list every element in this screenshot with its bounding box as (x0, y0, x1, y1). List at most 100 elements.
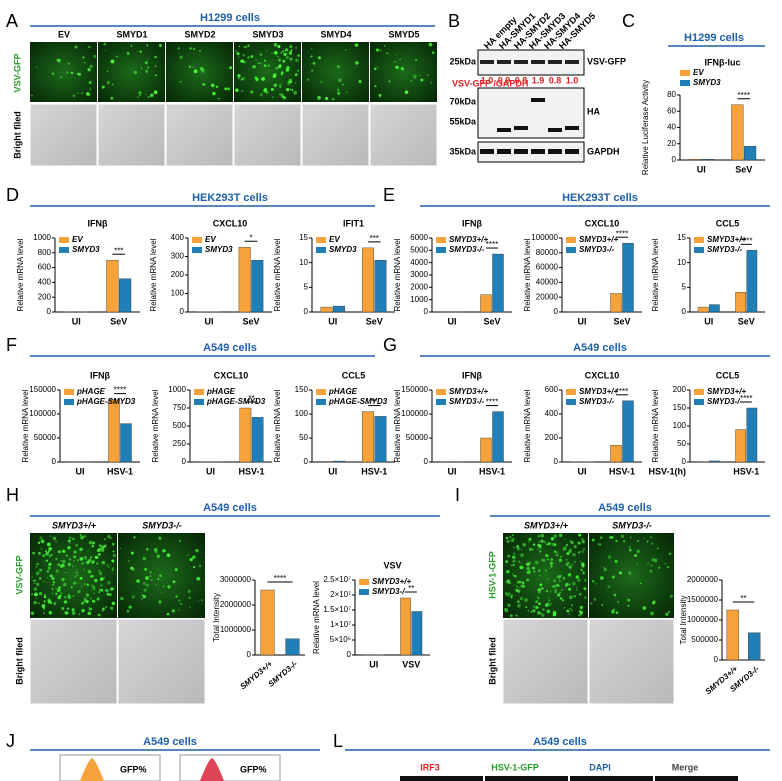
cell-signal (277, 45, 281, 49)
cell-signal (66, 71, 69, 74)
cell-signal (57, 550, 61, 554)
cell-signal (33, 582, 36, 585)
y-axis-title: Relative mRNA level (16, 238, 25, 311)
x-tick-label: UI (448, 466, 457, 476)
y-tick-label: 0 (682, 457, 687, 466)
cell-signal (547, 599, 551, 602)
cell-signal (542, 558, 546, 562)
cell-signal (266, 50, 268, 52)
bar (374, 260, 387, 313)
x-tick-label: HSV-1 (238, 466, 264, 476)
cell-signal (628, 571, 632, 575)
cell-signal (667, 610, 671, 614)
band-label: VSV-GFP (587, 56, 626, 66)
cell-signal (198, 564, 202, 568)
cell-signal (141, 594, 144, 597)
cell-signal (142, 582, 146, 586)
column-label: SMYD1 (116, 29, 147, 39)
cell-signal (288, 51, 293, 55)
cell-signal (42, 607, 46, 610)
legend-swatch (694, 237, 704, 243)
cell-signal (287, 82, 291, 86)
legend-label: SMYD3-/- (372, 587, 407, 596)
cell-signal (583, 578, 587, 582)
legend-label: SMYD3+/+ (372, 577, 411, 586)
cell-signal (195, 548, 199, 553)
cell-signal (569, 607, 572, 610)
y-tick-label: 200 (673, 385, 687, 394)
cell-signal (513, 574, 517, 578)
cell-signal (111, 542, 115, 546)
cell-signal (193, 565, 196, 569)
blot-band (497, 60, 511, 64)
significance: **** (274, 574, 286, 583)
cell-signal (179, 540, 181, 542)
y-tick-label: 4000 (410, 258, 428, 267)
cell-signal (603, 566, 606, 569)
cell-signal (215, 85, 219, 88)
cell-signal (196, 576, 201, 581)
cell-signal (40, 547, 43, 550)
cell-signal (569, 595, 573, 600)
cell-signal (591, 538, 595, 542)
legend-label: pHAGE (76, 387, 106, 396)
cell-signal (627, 598, 631, 602)
cell-signal (272, 74, 276, 78)
cell-signal (289, 44, 293, 49)
cell-signal (552, 612, 557, 617)
cell-signal (325, 96, 329, 101)
legend-label: SMYD3+/+ (449, 235, 488, 244)
cell-signal (67, 539, 71, 543)
cell-signal (607, 585, 611, 589)
y-tick-label: 2.5×10⁷ (323, 575, 351, 584)
cell-signal (177, 599, 181, 602)
cell-signal (71, 611, 76, 615)
blot-band (565, 60, 579, 64)
cell-signal (556, 584, 560, 588)
cell-signal (541, 587, 544, 590)
cell-signal (145, 576, 149, 580)
significance: **** (616, 387, 628, 396)
cell-signal (80, 535, 84, 540)
cell-signal (87, 611, 92, 616)
legend-label: EV (205, 235, 216, 244)
cell-signal (538, 602, 541, 606)
y-tick-label: 1500000 (687, 595, 719, 604)
cell-signal (126, 609, 130, 613)
cell-signal (79, 557, 84, 561)
cell-signal (101, 85, 105, 89)
y-tick-label: 80000 (536, 248, 559, 257)
cell-signal (563, 607, 566, 609)
cell-signal (77, 582, 79, 584)
cell-signal (378, 93, 382, 97)
cell-signal (179, 80, 182, 83)
cell-signal (86, 583, 89, 586)
fluorescence-image (302, 42, 369, 102)
cell-signal (603, 568, 607, 572)
cell-signal (528, 561, 532, 565)
legend-label: SMYD3+/+ (579, 235, 618, 244)
cell-signal (180, 602, 183, 605)
panel-letter: D (6, 185, 19, 205)
cell-signal (87, 569, 92, 574)
cell-signal (336, 91, 341, 95)
bar (610, 445, 622, 463)
cell-signal (280, 51, 283, 54)
cell-signal (157, 578, 160, 581)
cell-signal (533, 543, 536, 546)
cell-signal (271, 52, 273, 54)
cell-signal (317, 96, 321, 100)
legend-swatch (59, 247, 69, 253)
panel-header: A549 cells (143, 736, 197, 748)
cell-signal (68, 536, 72, 540)
cell-signal (528, 537, 532, 542)
cell-signal (520, 553, 524, 557)
y-tick-label: 0 (180, 307, 185, 316)
row-label: Bright filed (487, 637, 497, 685)
cell-signal (516, 580, 520, 584)
y-tick-label: 100000 (29, 409, 56, 418)
y-axis-title: Relative mRNA level (523, 389, 532, 462)
cell-signal (565, 558, 568, 561)
marker-label: 25kDa (449, 56, 477, 66)
cell-signal (140, 67, 143, 69)
